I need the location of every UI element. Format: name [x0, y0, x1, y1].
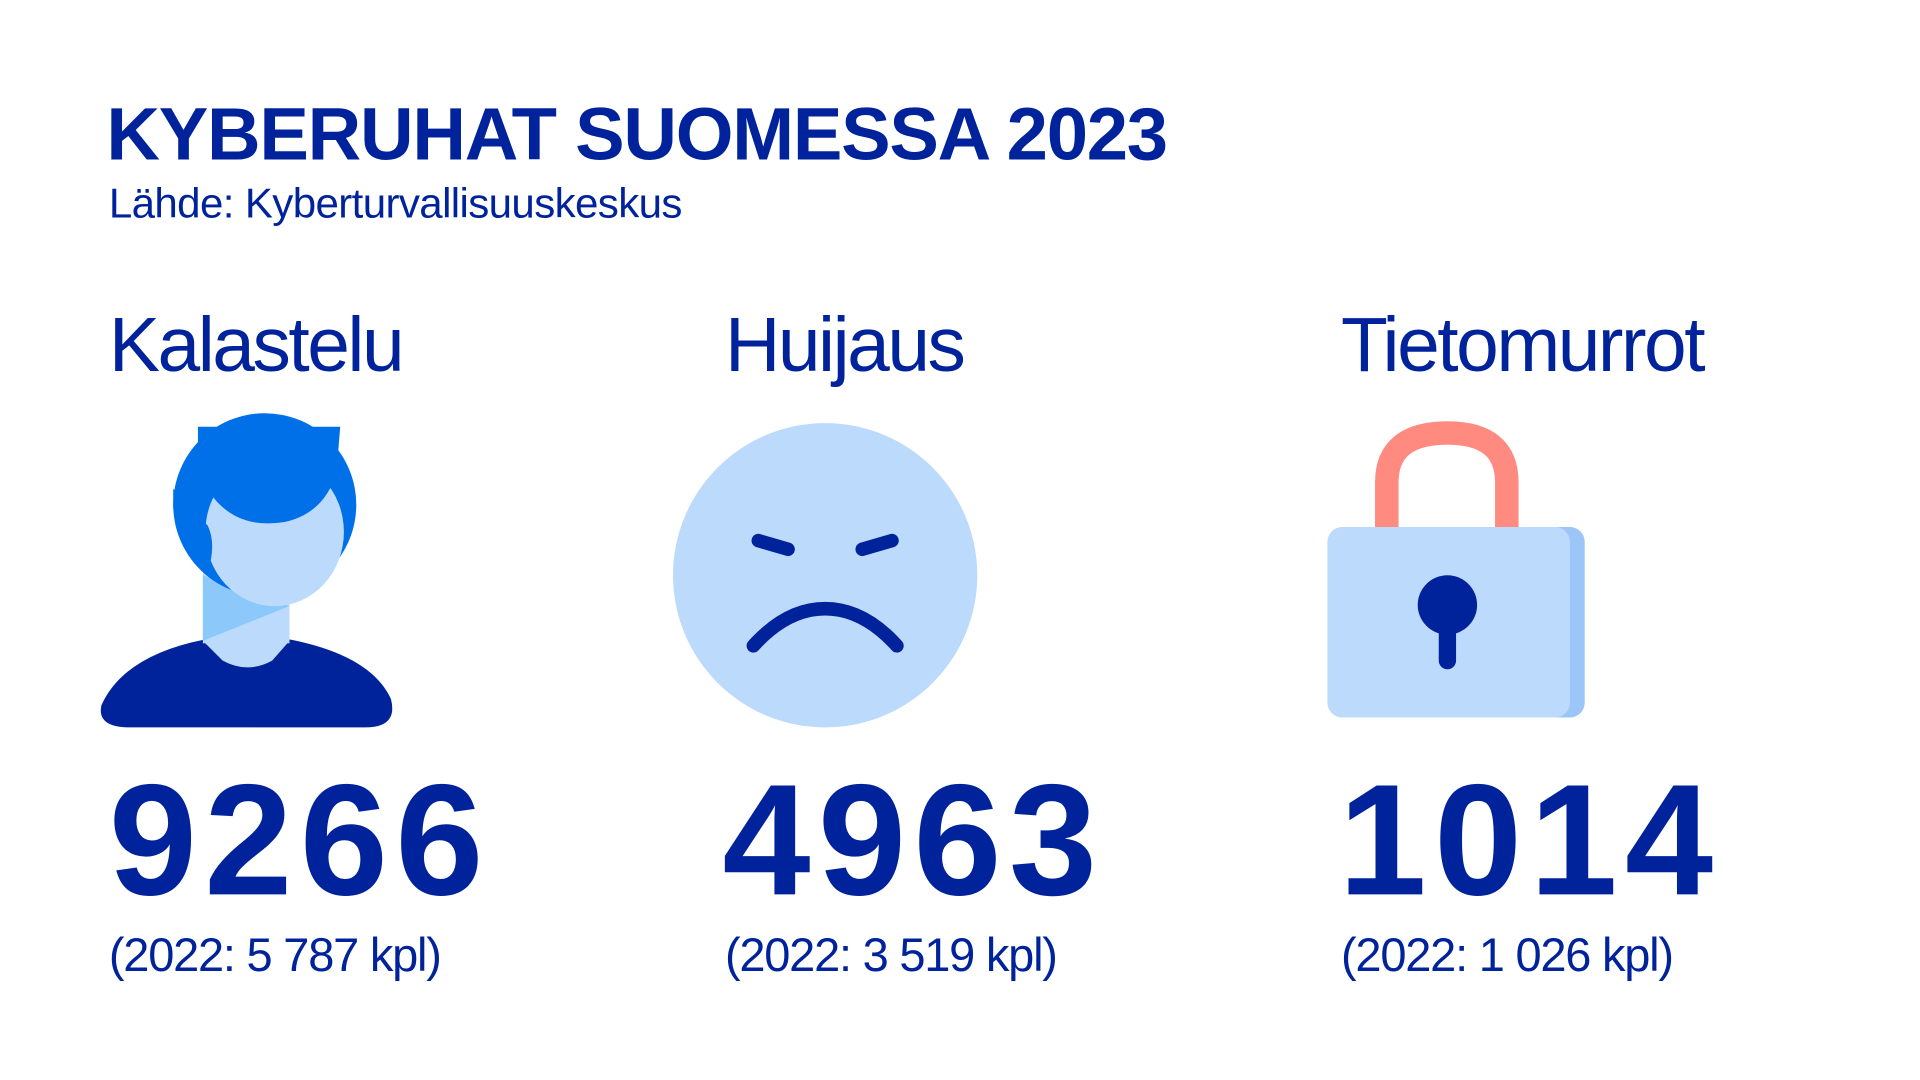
angry-face-icon: [672, 423, 978, 728]
previous-year-huijaus: (2022: 3 519 kpl): [724, 930, 1058, 983]
person-icon: [100, 413, 393, 728]
value-kalastelu: 9266: [108, 752, 491, 930]
source-subtitle: Lähde: Kyberturvallisuuskeskus: [108, 180, 683, 228]
previous-year-kalastelu: (2022: 5 787 kpl): [108, 930, 442, 983]
category-label-huijaus: Huijaus: [724, 303, 966, 389]
value-huijaus: 4963: [722, 752, 1105, 930]
page-title: KYBERUHAT SUOMESSA 2023: [106, 92, 1168, 176]
category-label-tietomurrot: Tietomurrot: [1341, 303, 1706, 389]
padlock-icon: [1327, 421, 1585, 718]
category-label-kalastelu: Kalastelu: [108, 303, 405, 389]
previous-year-tietomurrot: (2022: 1 026 kpl): [1341, 930, 1674, 983]
value-tietomurrot: 1014: [1338, 752, 1721, 930]
